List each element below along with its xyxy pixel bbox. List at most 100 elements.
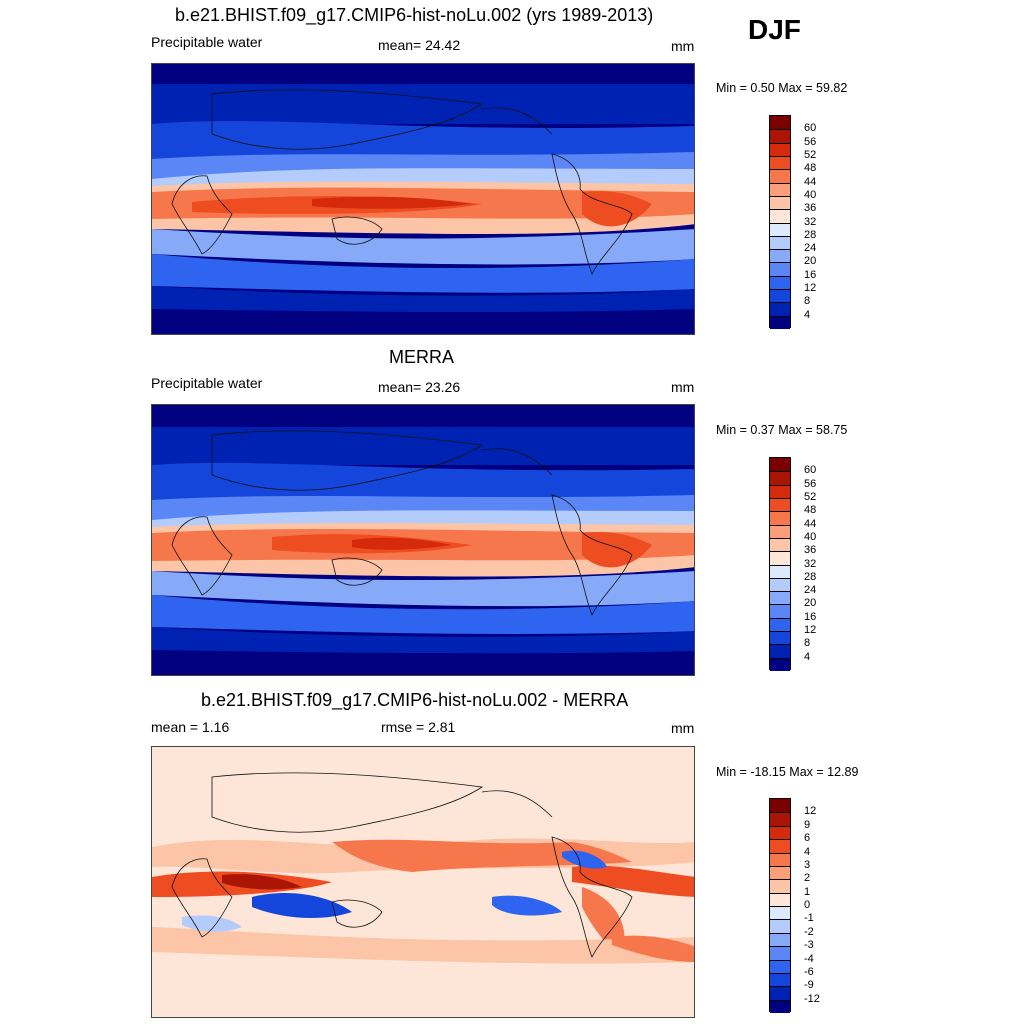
colorbar-segment [770, 852, 790, 866]
colorbar-segment [770, 249, 790, 263]
colorbar-segment [770, 315, 790, 329]
colorbar-tick-label: 40 [804, 530, 817, 543]
panel-model-units: mm [671, 38, 695, 54]
colorbar-tick-label: 12 [804, 282, 817, 295]
colorbar-tick-label: 1 [804, 885, 811, 898]
colorbar-segment [770, 959, 790, 973]
colorbar-segment [770, 289, 790, 303]
colorbar-segment [770, 999, 790, 1013]
colorbar-segment [770, 471, 790, 485]
colorbar-tick-label: 28 [804, 570, 817, 583]
colorbar-segment [770, 235, 790, 250]
colorbar-tick-label: 4 [804, 308, 811, 321]
panel-obs-map-field [152, 405, 694, 675]
colorbar-segment [770, 564, 790, 578]
colorbar-tick-label: 36 [804, 202, 817, 215]
colorbar-segment [770, 155, 790, 170]
colorbar-segment [770, 839, 790, 853]
colorbar-segment [770, 116, 790, 130]
colorbar-segment [770, 484, 790, 498]
colorbar-tick-label: -2 [804, 925, 814, 938]
colorbar-tick-label: 9 [804, 818, 811, 831]
panel-obs-units: mm [671, 379, 695, 395]
colorbar-tick-label: 12 [804, 624, 817, 637]
panel-obs-colorbar [769, 457, 791, 671]
colorbar-tick-label: 24 [804, 584, 817, 597]
colorbar-tick-label: 16 [804, 610, 817, 623]
colorbar-segment [770, 511, 790, 525]
colorbar-segment [770, 497, 790, 512]
colorbar-segment [770, 644, 790, 658]
colorbar-tick-label: 32 [804, 215, 817, 228]
colorbar-segment [770, 825, 790, 840]
colorbar-tick-label: 0 [804, 899, 811, 911]
panel-model-map [151, 63, 695, 335]
panel-diff-title: b.e21.BHIST.f09_g17.CMIP6-hist-noLu.002 … [201, 690, 629, 710]
colorbar-tick-label: 3 [804, 858, 811, 871]
colorbar-segment [770, 919, 790, 933]
colorbar-tick-label: -1 [804, 912, 814, 925]
colorbar-segment [770, 195, 790, 210]
colorbar-tick-label: 48 [804, 504, 817, 517]
colorbar-tick-label: 52 [804, 148, 817, 161]
colorbar-segment [770, 537, 790, 552]
panel-obs-map [151, 404, 695, 676]
panel-obs-minmax: Min = 0.37 Max = 58.75 [716, 423, 848, 437]
colorbar-tick-label: 8 [804, 637, 811, 650]
colorbar-segment [770, 631, 790, 645]
colorbar-tick-label: 32 [804, 557, 817, 570]
colorbar-tick-label: -6 [804, 965, 814, 978]
colorbar-tick-label: -3 [804, 939, 814, 952]
colorbar-segment [770, 892, 790, 906]
colorbar-tick-label: 20 [804, 597, 817, 610]
colorbar-tick-label: -4 [804, 952, 814, 965]
panel-model-minmax: Min = 0.50 Max = 59.82 [716, 81, 848, 95]
colorbar-tick-label: 40 [804, 188, 817, 201]
colorbar-segment [770, 577, 790, 592]
panel-model-colorbar [769, 115, 791, 329]
colorbar-segment [770, 932, 790, 947]
colorbar-segment [770, 182, 790, 196]
colorbar-segment [770, 524, 790, 538]
colorbar-tick-label: 28 [804, 228, 817, 241]
colorbar-segment [770, 986, 790, 1000]
colorbar-segment [770, 262, 790, 276]
panel-diff-rmse: rmse = 2.81 [381, 719, 456, 735]
panel-model-variable: Precipitable water [151, 34, 263, 50]
colorbar-tick-label: 8 [804, 295, 811, 308]
colorbar-segment [770, 591, 790, 605]
colorbar-tick-label: 56 [804, 477, 817, 490]
colorbar-segment [770, 906, 790, 920]
colorbar-segment [770, 972, 790, 987]
colorbar-segment [770, 458, 790, 472]
panel-obs-title: MERRA [389, 347, 455, 367]
colorbar-segment [770, 946, 790, 960]
colorbar-tick-label: 36 [804, 544, 817, 557]
colorbar-segment [770, 865, 790, 880]
colorbar-segment [770, 209, 790, 223]
colorbar-tick-label: 16 [804, 268, 817, 281]
colorbar-segment [770, 551, 790, 565]
colorbar-segment [770, 799, 790, 813]
colorbar-tick-label: 4 [804, 845, 811, 858]
season-label: DJF [748, 14, 801, 45]
colorbar-segment [770, 142, 790, 156]
panel-diff-map [151, 746, 695, 1018]
panel-diff-mean: mean = 1.16 [151, 719, 230, 735]
colorbar-tick-label: 12 [804, 805, 817, 818]
colorbar-tick-label: 44 [804, 175, 817, 188]
panel-model-mean: mean= 24.42 [378, 37, 461, 53]
colorbar-segment [770, 129, 790, 143]
panel-diff-minmax: Min = -18.15 Max = 12.89 [716, 765, 859, 779]
colorbar-segment [770, 275, 790, 290]
panel-diff-map-field [152, 747, 694, 1017]
colorbar-segment [770, 604, 790, 618]
panel-diff-units: mm [671, 720, 695, 736]
colorbar-segment [770, 169, 790, 183]
colorbar-tick-label: 2 [804, 872, 811, 885]
colorbar-tick-label: 56 [804, 135, 817, 148]
panel-obs-variable: Precipitable water [151, 375, 263, 391]
panel-obs-mean: mean= 23.26 [378, 379, 461, 395]
colorbar-segment [770, 302, 790, 316]
colorbar-segment [770, 812, 790, 826]
